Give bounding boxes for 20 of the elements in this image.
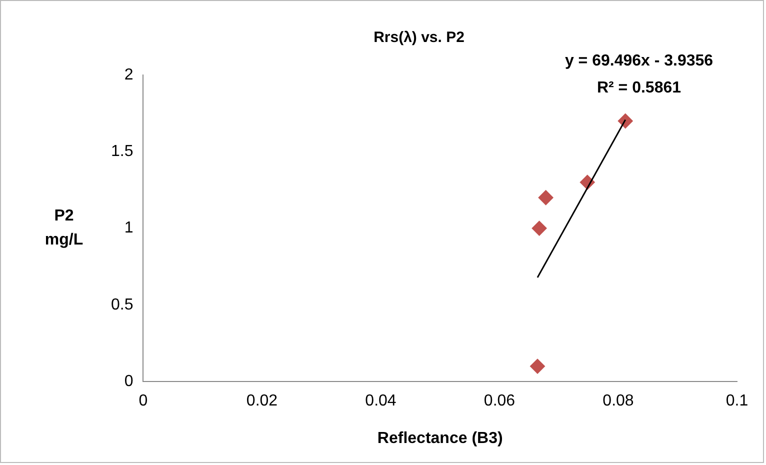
y-tick-label: 0.5: [110, 296, 134, 314]
y-tick-label: 1.5: [110, 143, 134, 160]
x-tick-label: 0.08: [602, 392, 634, 410]
x-axis-title: Reflectance (B3): [377, 430, 503, 447]
x-tick-label: 0.06: [484, 392, 516, 410]
x-tick-label: 0.1: [726, 392, 748, 410]
x-tick-label: 0.04: [365, 392, 396, 410]
annotation: R² = 0.5861: [596, 79, 682, 96]
point: [618, 113, 633, 128]
chart-title: Rrs(λ) vs. P2: [374, 29, 464, 46]
x-tick-label: 0: [138, 392, 148, 410]
point: [530, 358, 545, 374]
point: [532, 220, 547, 236]
x-tick-label: 0.02: [246, 392, 278, 410]
y-tick-label: 0: [124, 373, 134, 390]
text: y = 69.496x - 3.9356: [564, 52, 714, 70]
y-tick-label: 1: [124, 220, 134, 237]
y-axis-title: P2 mg/L: [44, 208, 84, 249]
y-tick-label: 2: [124, 66, 134, 84]
point: [538, 190, 554, 206]
